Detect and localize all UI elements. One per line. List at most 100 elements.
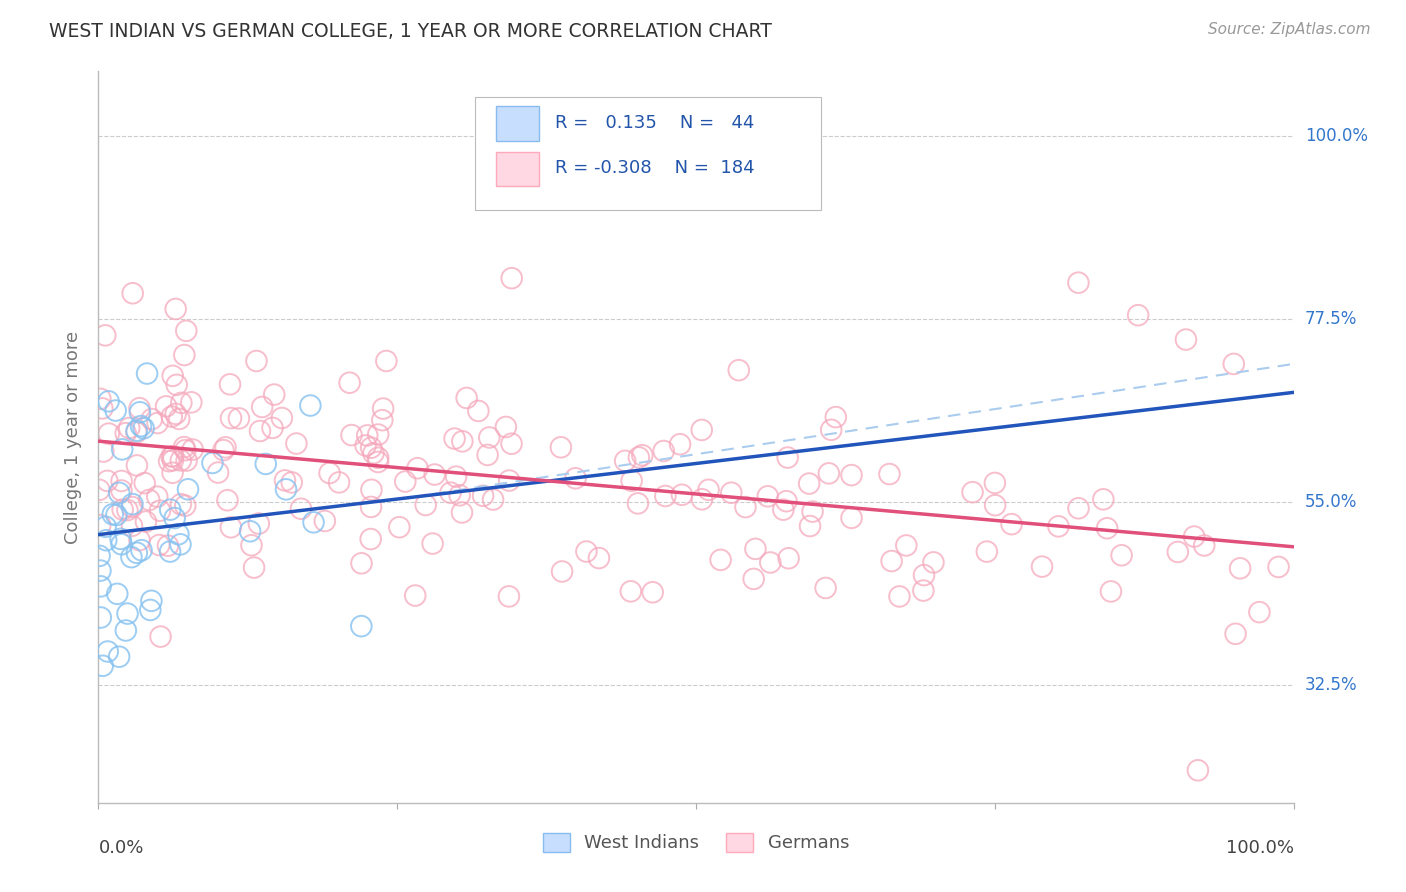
Point — [117, 607, 139, 621]
Point — [108, 486, 131, 500]
Point — [219, 411, 242, 425]
Point — [302, 516, 325, 530]
Point — [299, 399, 322, 413]
Point — [177, 483, 200, 497]
Point — [314, 514, 336, 528]
Point — [799, 519, 821, 533]
Point — [456, 391, 478, 405]
Point — [155, 400, 177, 414]
Point — [1067, 276, 1090, 290]
Text: 100.0%: 100.0% — [1305, 128, 1368, 145]
Point — [439, 485, 461, 500]
Point — [249, 424, 271, 438]
Point — [710, 553, 733, 567]
Point — [174, 324, 197, 338]
Point — [879, 467, 901, 481]
Point — [121, 286, 143, 301]
Legend: West Indians, Germans: West Indians, Germans — [536, 826, 856, 860]
Point — [134, 476, 156, 491]
Point — [1249, 605, 1271, 619]
Point — [160, 409, 183, 424]
Point — [108, 649, 131, 664]
Point — [631, 448, 654, 462]
Point — [818, 467, 841, 481]
Point — [318, 466, 340, 480]
Point — [132, 421, 155, 435]
Point — [239, 524, 262, 539]
Point — [162, 368, 184, 383]
Point — [157, 454, 180, 468]
Point — [984, 498, 1007, 512]
Point — [772, 502, 794, 516]
Point — [285, 436, 308, 450]
Point — [841, 511, 863, 525]
Point — [799, 476, 821, 491]
Text: 0.0%: 0.0% — [98, 839, 143, 857]
Point — [367, 455, 389, 469]
Point — [367, 427, 389, 442]
Point — [371, 413, 394, 427]
Point — [105, 587, 128, 601]
Point — [720, 485, 742, 500]
Point — [814, 581, 837, 595]
Point — [360, 441, 382, 455]
Point — [131, 543, 153, 558]
Point — [160, 450, 183, 464]
Point — [501, 271, 523, 285]
Point — [274, 474, 297, 488]
Point — [1128, 308, 1150, 322]
Point — [207, 466, 229, 480]
Point — [180, 395, 202, 409]
Point — [214, 440, 236, 454]
FancyBboxPatch shape — [496, 152, 540, 186]
Point — [111, 442, 134, 457]
Point — [118, 421, 141, 435]
Point — [340, 428, 363, 442]
Point — [742, 572, 765, 586]
Point — [89, 518, 111, 533]
Point — [105, 508, 128, 522]
Point — [254, 457, 277, 471]
Point — [1225, 627, 1247, 641]
Point — [89, 392, 111, 406]
Point — [91, 658, 114, 673]
Point — [138, 492, 160, 507]
Point — [146, 490, 169, 504]
Point — [564, 471, 586, 485]
Point — [388, 520, 411, 534]
Point — [110, 532, 132, 546]
Point — [776, 450, 799, 465]
Point — [280, 475, 302, 490]
Point — [125, 425, 148, 440]
Point — [149, 504, 172, 518]
Point — [472, 489, 495, 503]
Point — [360, 500, 382, 514]
Point — [350, 619, 373, 633]
Point — [170, 497, 193, 511]
Point — [1092, 492, 1115, 507]
Point — [274, 483, 297, 497]
Point — [820, 423, 842, 437]
Point — [482, 492, 505, 507]
Point — [181, 442, 204, 457]
Point — [652, 444, 675, 458]
Point — [263, 387, 285, 401]
Text: Source: ZipAtlas.com: Source: ZipAtlas.com — [1208, 22, 1371, 37]
Point — [550, 440, 572, 454]
Point — [671, 488, 693, 502]
Point — [1187, 764, 1209, 778]
Point — [166, 377, 188, 392]
Text: 77.5%: 77.5% — [1305, 310, 1357, 328]
Point — [174, 443, 197, 458]
Point — [89, 483, 111, 497]
Point — [245, 354, 267, 368]
Point — [156, 539, 179, 553]
Point — [495, 420, 517, 434]
Point — [121, 519, 143, 533]
Point — [240, 538, 263, 552]
Point — [120, 550, 142, 565]
Point — [501, 436, 523, 450]
Point — [96, 474, 118, 488]
Point — [212, 443, 235, 458]
Point — [165, 301, 187, 316]
